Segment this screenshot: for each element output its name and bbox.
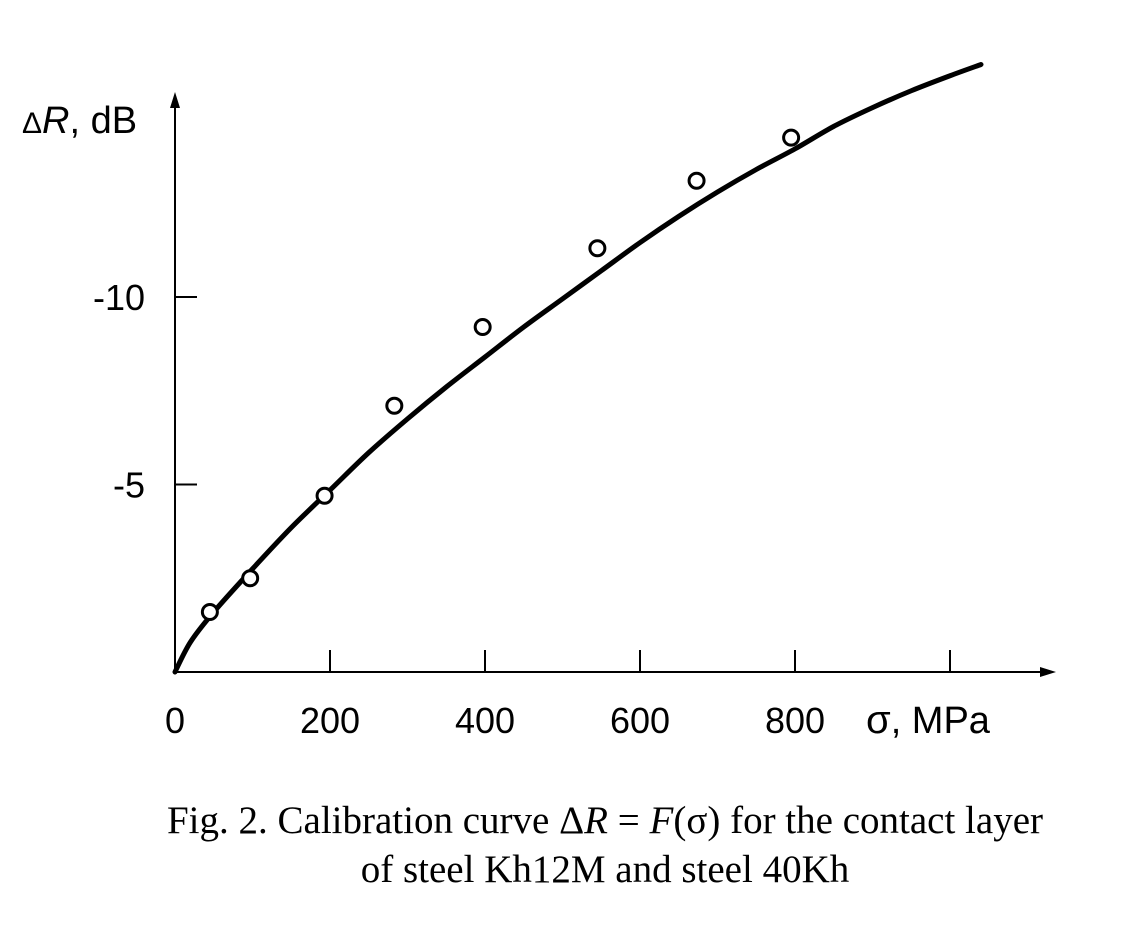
- caption-text-a: Fig. 2. Calibration curve Δ: [166, 799, 585, 842]
- data-point: [782, 128, 801, 147]
- x-tick-label: 0: [165, 700, 185, 741]
- data-point: [385, 396, 404, 415]
- caption-line-1: Fig. 2. Calibration curve ΔR = F(σ) for …: [0, 796, 1134, 845]
- y-axis-label: ΔR, dB: [22, 100, 137, 142]
- y-axis-label-unit: , dB: [70, 100, 138, 142]
- y-axis-label-prefix: Δ: [22, 107, 42, 140]
- x-tick-label: 200: [300, 700, 360, 741]
- y-tick-label: -5: [113, 465, 145, 506]
- x-axis-arrow: [1040, 667, 1056, 677]
- caption-text-b: =: [608, 799, 650, 842]
- x-axis-label-unit: , MPa: [891, 700, 991, 742]
- data-point: [473, 318, 492, 336]
- y-axis-arrow: [170, 92, 180, 108]
- data-point: [315, 486, 334, 505]
- calibration-curve: [172, 62, 984, 675]
- x-tick-label: 400: [455, 700, 515, 741]
- data-points: [200, 128, 801, 621]
- x-ticks: 0 200 400 600 800: [165, 650, 951, 741]
- data-point: [687, 171, 706, 190]
- caption-f-symbol: F: [649, 799, 674, 842]
- caption-line-2: of steel Kh12M and steel 40Kh: [360, 848, 850, 891]
- y-ticks: -5 -10: [93, 277, 197, 506]
- axes: [170, 92, 1056, 677]
- data-point: [200, 603, 219, 621]
- x-axis-label: σ, MPa: [866, 698, 991, 742]
- data-point: [588, 239, 607, 258]
- data-point: [241, 569, 260, 588]
- figure-caption: Fig. 2. Calibration curve ΔR = F(σ) for …: [0, 796, 1134, 894]
- chart: 0 200 400 600 800 -5 -10 ΔR, dB σ, MPa: [22, 62, 1056, 742]
- caption-text-c: (σ) for the contact layer: [673, 799, 1043, 842]
- y-axis-label-symbol: R: [42, 100, 69, 142]
- caption-r-symbol: R: [584, 799, 608, 842]
- y-tick-label: -10: [93, 277, 145, 318]
- x-tick-label: 800: [765, 700, 825, 741]
- x-axis-label-symbol: σ: [866, 698, 891, 742]
- x-tick-label: 600: [610, 700, 670, 741]
